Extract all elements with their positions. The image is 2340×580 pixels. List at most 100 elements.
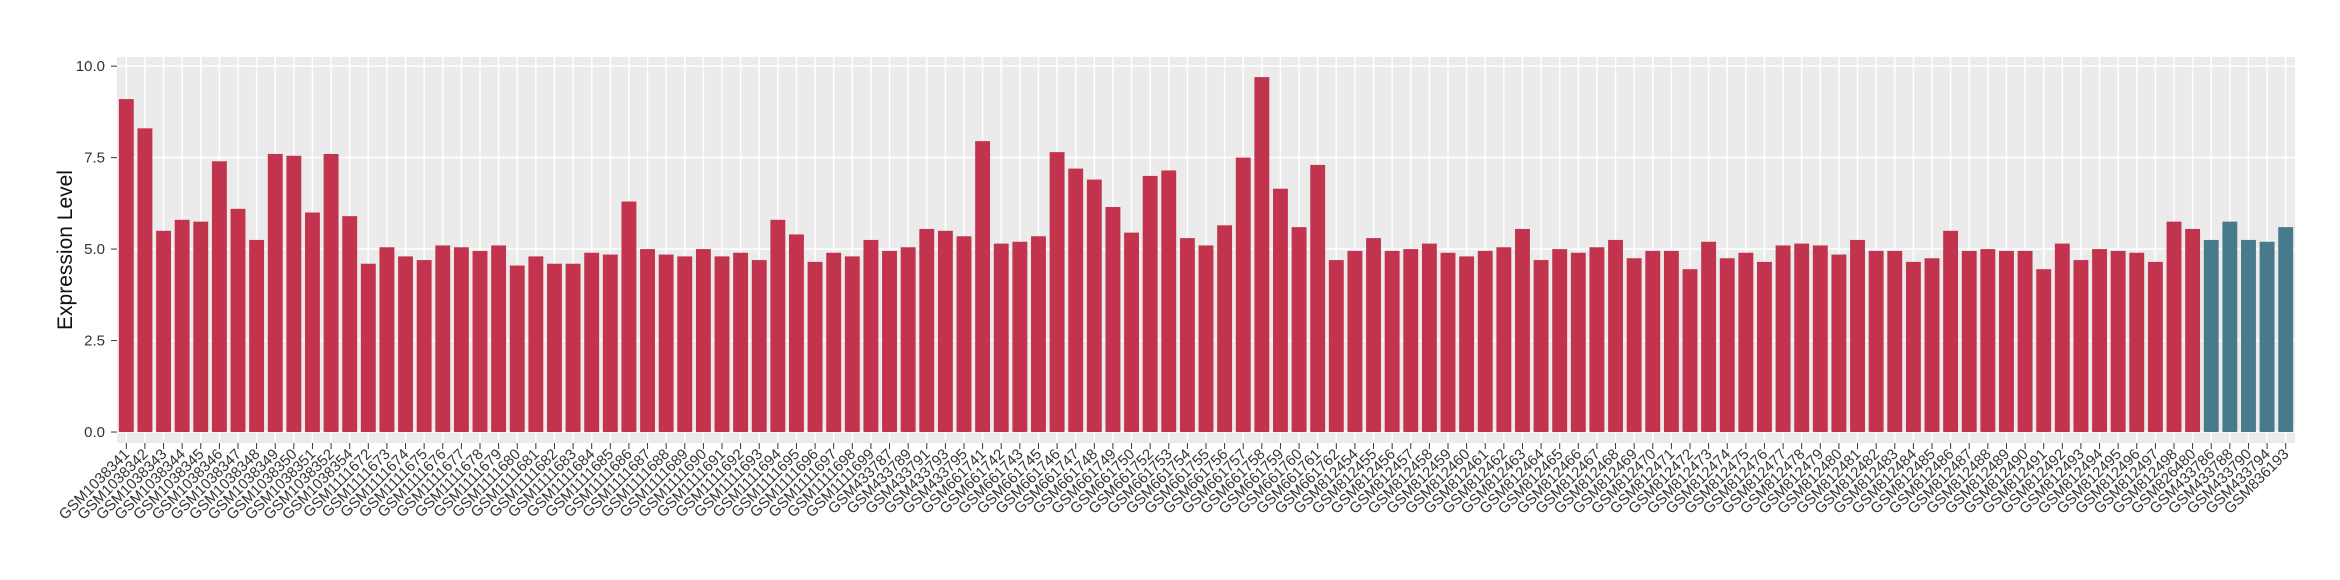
bar [2166,221,2182,433]
y-tick-label: 0.0 [84,424,105,441]
y-tick-label: 7.5 [84,150,105,167]
bar [2017,250,2033,433]
bar [137,128,153,433]
y-tick-label: 10.0 [76,58,105,75]
bar [1384,250,1400,433]
bar [2036,269,2052,433]
bar [547,263,562,433]
bar [1366,238,1381,433]
bar [1794,243,1810,433]
bar [1235,157,1251,433]
bar [342,216,358,433]
bar [2073,260,2089,433]
bar [435,245,451,433]
bar [1124,232,1139,433]
bar [714,256,730,433]
bar [156,230,171,433]
bar [118,99,134,433]
bar [1924,258,1940,433]
bar [1068,168,1084,433]
bar [1254,77,1270,433]
bar [305,212,320,433]
bar [975,141,991,433]
bar [1328,260,1344,433]
bar [900,247,916,433]
bar [1850,239,1865,433]
bar [733,252,749,433]
bar [2278,227,2294,433]
bar [1645,250,1661,433]
bar [174,219,190,433]
bar [416,260,432,433]
bar [2147,261,2163,433]
bar [1403,249,1419,433]
bar [1459,256,1475,433]
bar [472,250,488,433]
bar [826,252,842,433]
bar [1589,247,1605,433]
y-tick-label: 5.0 [84,241,105,258]
bar [621,201,637,433]
bar [509,265,525,433]
bar [453,247,469,433]
bar [286,155,302,433]
bar [2222,221,2238,433]
bar [1440,252,1456,433]
bar [1868,250,1884,433]
bar [528,256,544,433]
bar [1012,241,1028,433]
bar [1198,245,1214,433]
bar [360,263,376,433]
bar [1477,250,1493,433]
bar [230,208,246,433]
bar [658,254,674,433]
bar [2185,228,2201,433]
bar [379,247,395,433]
bar [1738,252,1754,433]
bar [640,249,655,433]
bar [993,243,1009,433]
bar [1775,245,1791,433]
bar [584,252,600,433]
bar [491,245,507,433]
bar [1812,245,1828,433]
bar [1757,261,1772,433]
bar [1086,179,1102,433]
bar [1310,164,1326,433]
bar [1161,170,1177,433]
bar [1831,254,1847,433]
bar [1980,249,1996,433]
bar [267,153,283,433]
bar [1031,236,1046,433]
bar [695,249,711,433]
bar [956,236,972,433]
bar [770,219,786,433]
bar [1663,250,1679,433]
bar [1347,250,1363,433]
bar [919,228,935,433]
bar [1421,243,1437,433]
bar [2241,239,2256,433]
bar [1217,225,1233,433]
bar [602,254,618,433]
bar [1943,230,1959,433]
bar [882,250,897,433]
bar [844,256,860,433]
bar [323,153,339,433]
bar [677,256,693,433]
bar [2092,249,2107,433]
bar [1273,188,1288,433]
bar [789,234,804,433]
bar [398,256,413,433]
bar [1515,228,1530,433]
bar [1105,207,1121,433]
bar [1533,260,1549,433]
bar [1905,261,1921,433]
bar [1719,258,1735,433]
bar [565,263,581,433]
bar [2203,239,2219,433]
bar [1179,238,1195,433]
bar [211,161,227,433]
bar [1496,247,1512,433]
